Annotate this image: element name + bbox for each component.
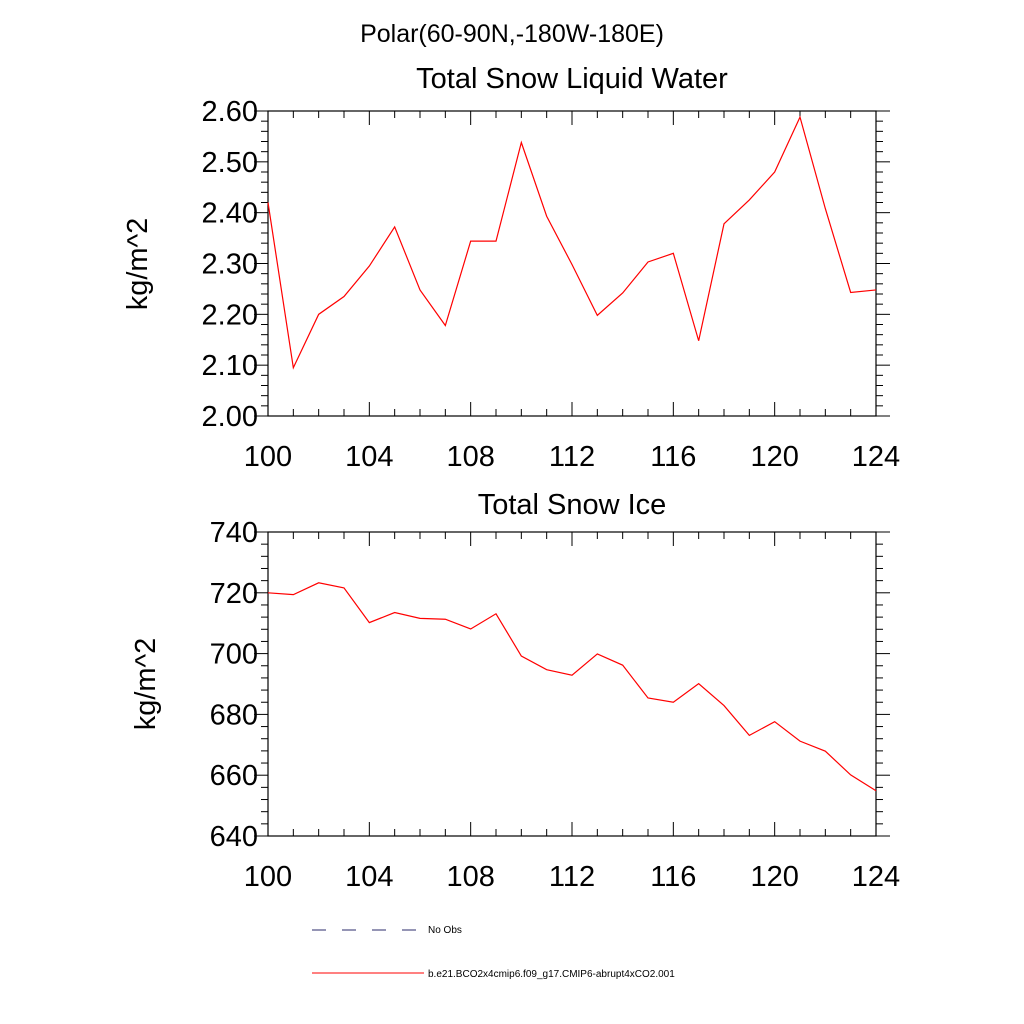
series-line (267, 115, 877, 370)
y-tick-label: 2.40 (202, 198, 258, 230)
legend-label-no-obs: No Obs (428, 925, 462, 936)
y-tick-label: 640 (210, 821, 258, 853)
x-tick-label: 100 (244, 441, 292, 473)
x-tick-label: 116 (650, 441, 696, 473)
y-axis-label: kg/m^2 (122, 218, 154, 311)
y-tick-label: 2.20 (202, 299, 258, 331)
x-tick-label: 112 (549, 441, 595, 473)
y-tick-label: 740 (210, 517, 258, 549)
y-tick-label: 2.00 (202, 401, 258, 433)
panel-title: Total Snow Ice (478, 489, 667, 521)
legend: No Obs b.e21.BCO2x4cmip6.f09_g17.CMIP6-a… (312, 925, 675, 980)
legend-label-model-run: b.e21.BCO2x4cmip6.f09_g17.CMIP6-abrupt4x… (428, 969, 675, 980)
y-tick-label: 2.10 (202, 350, 258, 382)
panel-snow-liquid-water: Total Snow Liquid Water 100 104 108 112 116 1… (122, 63, 900, 473)
panel-title: Total Snow Liquid Water (416, 63, 728, 95)
series-group (267, 582, 877, 792)
x-tick-label: 120 (750, 441, 798, 473)
y-axis-label: kg/m^2 (130, 638, 162, 731)
series-group (267, 115, 877, 370)
axis-ticks (254, 110, 890, 417)
x-tick-label: 104 (345, 861, 393, 893)
x-tick-labels: 100 104 108 112 116 120 124 (244, 441, 900, 473)
x-tick-label: 100 (244, 861, 292, 893)
y-tick-label: 2.50 (202, 147, 258, 179)
x-tick-label: 108 (446, 441, 494, 473)
x-tick-label: 124 (852, 441, 900, 473)
y-tick-labels: 640 660 680 700 720 740 (210, 517, 258, 853)
x-tick-label: 104 (345, 441, 393, 473)
axis-ticks (254, 531, 890, 837)
x-tick-label: 112 (549, 861, 595, 893)
x-tick-label: 120 (750, 861, 798, 893)
y-tick-label: 2.60 (202, 96, 258, 128)
x-tick-labels: 100 104 108 112 116 120 124 (244, 861, 900, 893)
series-line (267, 582, 877, 792)
y-tick-label: 680 (210, 699, 258, 731)
panel-snow-ice: Total Snow Ice 100 104 108 112 116 120 124 640… (130, 489, 900, 893)
figure-suptitle: Polar(60-90N,-180W-180E) (360, 20, 664, 48)
y-tick-label: 700 (210, 639, 258, 671)
x-tick-label: 116 (650, 861, 696, 893)
x-tick-label: 124 (852, 861, 900, 893)
y-tick-label: 2.30 (202, 249, 258, 281)
y-tick-label: 660 (210, 760, 258, 792)
x-tick-label: 108 (446, 861, 494, 893)
y-tick-labels: 2.00 2.10 2.20 2.30 2.40 2.50 2.60 (202, 96, 258, 433)
y-tick-label: 720 (210, 578, 258, 610)
